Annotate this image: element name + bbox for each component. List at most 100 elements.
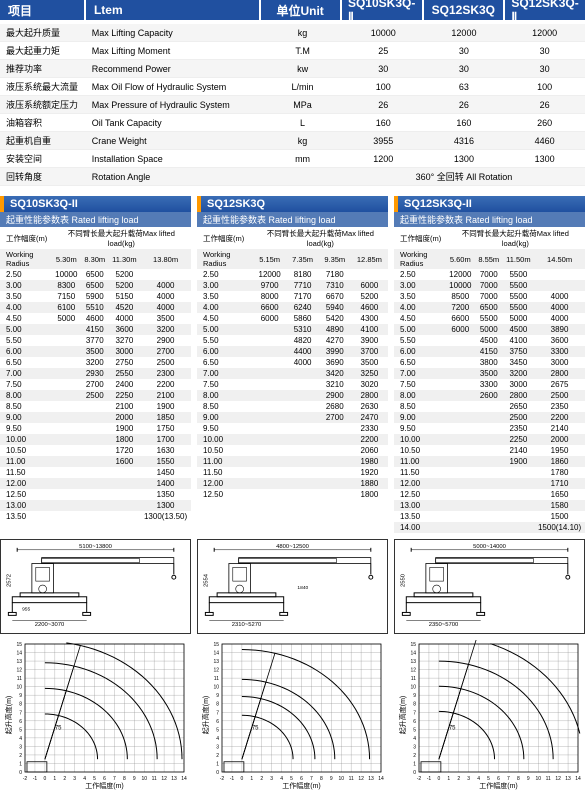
load-row: 9.0020001850 — [0, 412, 191, 423]
svg-text:4: 4 — [216, 736, 219, 742]
svg-text:5: 5 — [19, 727, 22, 733]
svg-text:7: 7 — [507, 776, 510, 782]
svg-text:3: 3 — [413, 744, 416, 750]
svg-text:3: 3 — [73, 776, 76, 782]
load-row: 7.5032103020 — [197, 379, 388, 390]
load-row: 8.5026502350 — [394, 401, 585, 412]
svg-text:11: 11 — [349, 776, 354, 782]
svg-text:1: 1 — [413, 761, 416, 767]
load-row: 10.502060 — [197, 445, 388, 456]
header-model-0: SQ10SK3Q-Ⅱ — [342, 0, 422, 20]
svg-text:-1: -1 — [230, 776, 235, 782]
load-row: 6.50320027502500 — [0, 357, 191, 368]
svg-text:6: 6 — [300, 776, 303, 782]
svg-text:12: 12 — [358, 776, 364, 782]
svg-text:14: 14 — [16, 651, 22, 657]
load-row: 13.001580 — [394, 500, 585, 511]
svg-text:5: 5 — [93, 776, 96, 782]
svg-text:0: 0 — [43, 776, 46, 782]
svg-text:8: 8 — [320, 776, 323, 782]
load-row: 10.002200 — [197, 434, 388, 445]
svg-text:4: 4 — [19, 736, 22, 742]
load-tables-row: SQ10SK3Q-II起重性能参数表 Rated lifting load工作幅… — [0, 196, 585, 533]
svg-text:3: 3 — [270, 776, 273, 782]
svg-text:2572: 2572 — [6, 574, 12, 587]
load-row: 5.00415036003200 — [0, 324, 191, 335]
svg-text:15: 15 — [213, 642, 219, 648]
load-row: 3.508500700055004000 — [394, 291, 585, 302]
spec-row: 最大起重力矩Max Lifting MomentT.M253030 — [0, 42, 585, 60]
load-row: 8.5021001900 — [0, 401, 191, 412]
load-row: 12.501350 — [0, 489, 191, 500]
svg-text:2200~3070: 2200~3070 — [35, 622, 65, 628]
svg-text:4: 4 — [413, 736, 416, 742]
load-row: 9.0025002200 — [394, 412, 585, 423]
svg-text:-2: -2 — [23, 776, 28, 782]
svg-text:8: 8 — [216, 702, 219, 708]
reach-chart: -2-1012345678910111213140123456789101112… — [197, 640, 388, 790]
svg-text:1: 1 — [53, 776, 56, 782]
svg-text:7: 7 — [19, 710, 22, 716]
load-row: 5.00531048904100 — [197, 324, 388, 335]
svg-text:0: 0 — [216, 770, 219, 776]
load-row: 4.506000586054204300 — [197, 313, 388, 324]
svg-text:6: 6 — [413, 719, 416, 725]
svg-text:起升高度(m): 起升高度(m) — [398, 696, 407, 735]
model-title: SQ10SK3Q-II — [0, 196, 191, 212]
svg-text:12: 12 — [410, 668, 416, 674]
svg-text:8: 8 — [413, 702, 416, 708]
load-row: 10.5021401950 — [394, 445, 585, 456]
svg-text:4: 4 — [280, 776, 283, 782]
header-label: 项目 — [0, 0, 84, 20]
svg-text:0: 0 — [19, 770, 22, 776]
svg-text:8: 8 — [517, 776, 520, 782]
svg-text:9: 9 — [413, 693, 416, 699]
load-row: 9.0027002470 — [197, 412, 388, 423]
svg-text:2554: 2554 — [203, 573, 209, 587]
load-row: 3.508000717066705200 — [197, 291, 388, 302]
header-model-2: SQ12SK3Q-Ⅱ — [505, 0, 585, 20]
model-sub: 起重性能参数表 Rated lifting load — [197, 212, 388, 227]
load-table: 工作幅度(m)不同臂长最大起升载荷Max lifted load(kg)Work… — [394, 227, 585, 533]
svg-text:14: 14 — [410, 651, 416, 657]
svg-text:起升高度(m): 起升高度(m) — [4, 696, 13, 735]
svg-text:1: 1 — [216, 761, 219, 767]
svg-text:7: 7 — [216, 710, 219, 716]
svg-text:9: 9 — [19, 693, 22, 699]
spec-row: 液压系统额定压力Max Pressure of Hydraulic System… — [0, 96, 585, 114]
svg-text:4: 4 — [83, 776, 86, 782]
load-row: 11.501920 — [197, 467, 388, 478]
load-row: 11.0016001550 — [0, 456, 191, 467]
svg-text:13: 13 — [16, 659, 22, 665]
load-row: 4.505000460040003500 — [0, 313, 191, 324]
svg-text:8: 8 — [19, 702, 22, 708]
load-row: 11.501780 — [394, 467, 585, 478]
svg-text:13: 13 — [171, 776, 177, 782]
svg-text:13: 13 — [213, 659, 219, 665]
load-row: 13.001300 — [0, 500, 191, 511]
model-sub: 起重性能参数表 Rated lifting load — [394, 212, 585, 227]
load-row: 7.00350032002800 — [394, 368, 585, 379]
svg-text:2550: 2550 — [400, 573, 406, 587]
load-row: 8.5026802630 — [197, 401, 388, 412]
svg-text:3: 3 — [467, 776, 470, 782]
load-row: 3.008300650052004000 — [0, 280, 191, 291]
svg-text:14: 14 — [378, 776, 384, 782]
crane-diagram: 4800~12500 2554 2310~5270 1840 — [197, 539, 388, 634]
svg-text:11: 11 — [214, 676, 219, 682]
svg-text:8: 8 — [123, 776, 126, 782]
svg-text:14: 14 — [575, 776, 581, 782]
load-row: 6.00350030002700 — [0, 346, 191, 357]
load-row: 8.0029002800 — [197, 390, 388, 401]
crane-diagram: 5100~13800 2572 2200~3070 955 — [0, 539, 191, 634]
reach-chart: -2-1012345678910111213140123456789101112… — [394, 640, 585, 790]
svg-text:2: 2 — [457, 776, 460, 782]
svg-text:3: 3 — [19, 744, 22, 750]
load-row: 9.502330 — [197, 423, 388, 434]
header-model-1: SQ12SK3Q — [424, 0, 503, 20]
svg-text:955: 955 — [22, 606, 30, 612]
svg-text:2: 2 — [413, 753, 416, 759]
svg-text:-1: -1 — [427, 776, 432, 782]
svg-text:12: 12 — [213, 668, 219, 674]
load-block: SQ10SK3Q-II起重性能参数表 Rated lifting load工作幅… — [0, 196, 191, 533]
